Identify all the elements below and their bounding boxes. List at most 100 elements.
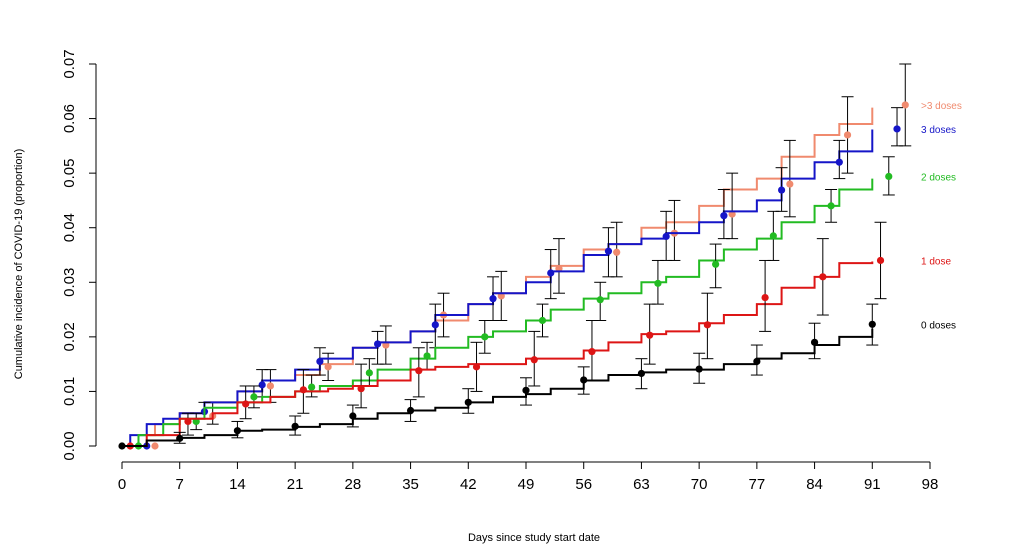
- data-point: [843, 131, 852, 139]
- y-tick-label: 0.03: [61, 268, 78, 297]
- data-point: [423, 352, 431, 360]
- data-point: [604, 247, 613, 255]
- series-4: [118, 303, 879, 450]
- data-point: [761, 293, 769, 302]
- legend-label: 2 doses: [921, 172, 956, 183]
- data-point: [596, 296, 604, 304]
- data-point: [885, 172, 893, 181]
- y-tick-label: 0.00: [61, 431, 78, 460]
- data-point: [835, 158, 843, 166]
- data-point: [250, 393, 258, 401]
- x-tick-label: 98: [922, 476, 939, 493]
- data-point: [406, 406, 415, 415]
- y-tick-label: 0.06: [61, 104, 78, 133]
- data-point: [258, 381, 266, 389]
- data-point: [489, 295, 497, 303]
- axes: 0 7 14 21 28 35 42 49 56 63 70 77 84 91 98 0.000.010.0…: [61, 49, 938, 493]
- data-point: [176, 434, 184, 442]
- data-point: [538, 316, 547, 325]
- y-ticks: 0.00 0.01 0.02 0.03 0.04 0.05 0.06 0.07: [61, 49, 96, 461]
- x-tick-label: 63: [633, 476, 650, 493]
- data-point: [588, 347, 596, 356]
- legend: >3 doses 3 doses 2 doses 1 dose 0 doses: [921, 101, 962, 331]
- data-point: [365, 369, 373, 377]
- data-point: [242, 400, 250, 408]
- series-step-line: [122, 328, 874, 447]
- y-tick-label: 0.05: [61, 159, 78, 188]
- data-point: [786, 180, 794, 188]
- data-point: [522, 386, 530, 394]
- x-tick-label: 35: [402, 476, 419, 493]
- legend-label: 0 doses: [921, 320, 956, 331]
- legend-label: >3 doses: [921, 101, 962, 112]
- data-point: [769, 232, 777, 240]
- data-point: [431, 321, 439, 329]
- x-tick-label: 77: [749, 476, 766, 493]
- data-point: [712, 260, 720, 268]
- data-point: [654, 279, 662, 287]
- data-point: [151, 442, 159, 450]
- data-point: [819, 273, 827, 281]
- series-step-line: [122, 178, 874, 447]
- y-tick-label: 0.04: [61, 213, 78, 242]
- x-tick-label: 56: [575, 476, 592, 493]
- data-point: [266, 382, 275, 390]
- data-point: [464, 398, 472, 406]
- data-point: [472, 363, 481, 371]
- legend-label: 3 doses: [921, 125, 956, 136]
- data-point: [646, 331, 654, 339]
- data-point: [118, 442, 126, 450]
- data-point: [415, 367, 423, 375]
- x-tick-label: 28: [345, 476, 362, 493]
- data-point: [662, 232, 670, 241]
- data-point: [291, 422, 299, 430]
- series-layer: [118, 63, 912, 450]
- x-tick-label: 0: [118, 476, 126, 493]
- data-point: [901, 101, 909, 109]
- x-tick-label: 7: [176, 476, 184, 493]
- data-point: [184, 417, 192, 426]
- data-point: [233, 427, 242, 435]
- x-tick-label: 21: [287, 476, 304, 493]
- y-tick-label: 0.02: [61, 322, 78, 351]
- data-point: [810, 338, 819, 346]
- series-step-line: [122, 129, 874, 447]
- y-tick-label: 0.01: [61, 377, 78, 406]
- data-point: [637, 369, 646, 378]
- data-point: [613, 248, 621, 256]
- data-point: [753, 357, 761, 366]
- data-point: [530, 356, 538, 364]
- data-point: [777, 186, 786, 194]
- x-tick-label: 49: [518, 476, 535, 493]
- x-tick-label: 14: [229, 476, 246, 493]
- data-point: [695, 365, 703, 373]
- data-point: [373, 340, 382, 348]
- data-point: [827, 202, 835, 210]
- data-point: [547, 269, 555, 277]
- legend-label: 1 dose: [921, 256, 951, 267]
- data-point: [868, 320, 876, 328]
- data-point: [349, 412, 357, 420]
- data-point: [308, 383, 316, 391]
- data-point: [324, 363, 332, 371]
- data-point: [893, 125, 901, 133]
- x-axis-title: Days since study start date: [468, 532, 600, 544]
- x-tick-label: 42: [460, 476, 477, 493]
- data-point: [580, 376, 588, 384]
- data-point: [299, 386, 307, 394]
- data-point: [316, 357, 324, 366]
- x-tick-label: 70: [691, 476, 708, 493]
- series-1: [122, 107, 904, 450]
- data-point: [703, 321, 711, 329]
- series-3: [122, 221, 887, 450]
- data-point: [481, 333, 489, 341]
- data-point: [720, 212, 728, 220]
- x-tick-label: 91: [864, 476, 881, 493]
- data-point: [876, 256, 885, 265]
- x-ticks: 0 7 14 21 28 35 42 49 56 63 70 77 84 91 98: [118, 462, 939, 493]
- data-point: [357, 385, 365, 393]
- x-tick-label: 84: [806, 476, 823, 493]
- y-tick-label: 0.07: [61, 49, 78, 78]
- series-step-line: [122, 261, 874, 447]
